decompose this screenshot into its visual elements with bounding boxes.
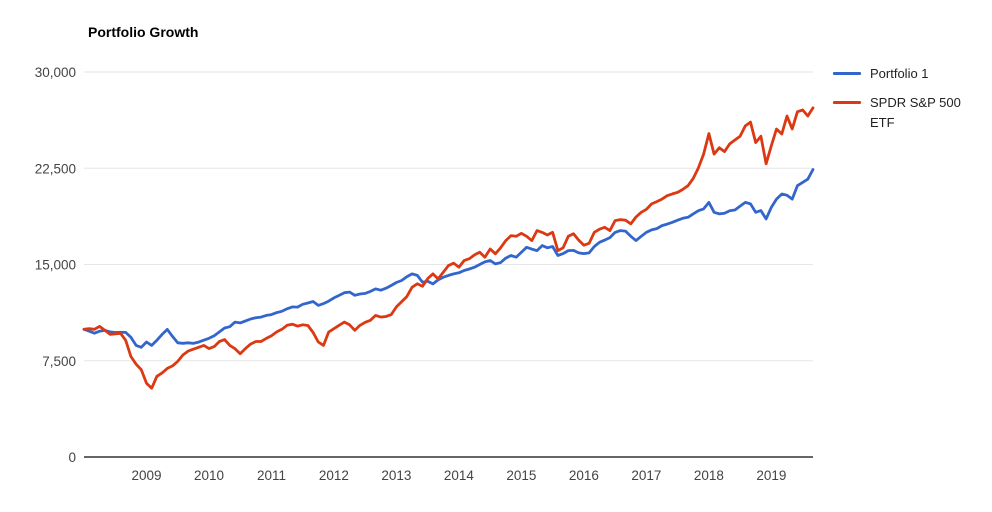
chart-title: Portfolio Growth — [88, 24, 199, 40]
y-axis-tick-label: 0 — [68, 450, 76, 465]
y-axis-tick-label: 22,500 — [35, 161, 76, 176]
y-axis-tick-label: 15,000 — [35, 258, 76, 273]
x-axis-tick-label: 2010 — [194, 468, 224, 483]
series-line-portfolio-1[interactable] — [82, 168, 815, 349]
x-axis-tick-label: 2014 — [444, 468, 475, 483]
x-axis-tick-label: 2011 — [257, 468, 286, 483]
x-axis-tick-label: 2017 — [631, 468, 661, 483]
x-axis-tick-label: 2015 — [506, 468, 536, 483]
legend-label: SPDR S&P 500 ETF — [870, 95, 961, 130]
y-axis-tick-label: 30,000 — [35, 65, 76, 80]
legend-item-portfolio-1[interactable]: Portfolio 1 — [833, 64, 985, 84]
x-axis-tick-label: 2012 — [319, 468, 349, 483]
x-axis-tick-label: 2019 — [756, 468, 786, 483]
legend-swatch-icon — [833, 72, 861, 75]
x-axis-tick-label: 2018 — [694, 468, 724, 483]
legend-swatch-icon — [833, 101, 861, 104]
x-axis-tick-label: 2013 — [381, 468, 411, 483]
chart-legend: Portfolio 1 SPDR S&P 500 ETF — [833, 64, 985, 142]
x-axis-tick-label: 2016 — [569, 468, 599, 483]
y-axis-tick-label: 7,500 — [42, 354, 76, 369]
series-line-spdr-s-p-500-etf[interactable] — [82, 106, 815, 390]
x-axis-tick-label: 2009 — [131, 468, 161, 483]
legend-label: Portfolio 1 — [870, 66, 929, 81]
legend-item-spdr-sp500-etf[interactable]: SPDR S&P 500 ETF — [833, 93, 985, 133]
